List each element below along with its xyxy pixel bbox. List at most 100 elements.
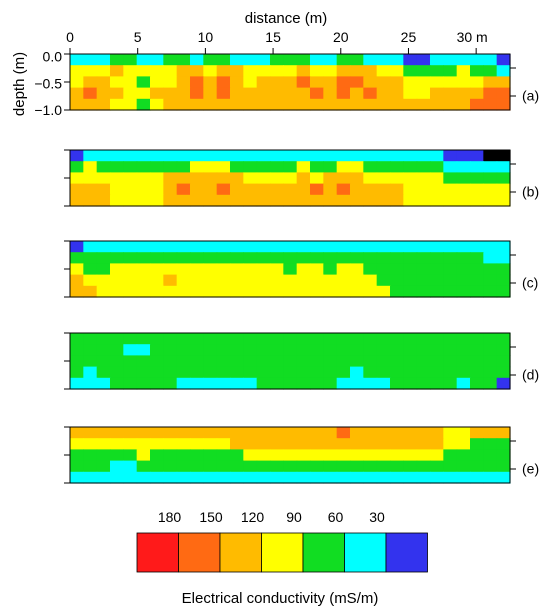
conductivity-cell — [323, 274, 338, 287]
conductivity-cell — [496, 183, 511, 196]
panel-0: (a) — [64, 53, 539, 111]
conductivity-cell — [443, 172, 458, 185]
conductivity-cell — [230, 161, 244, 173]
conductivity-cell — [203, 333, 218, 345]
conductivity-cell — [270, 333, 284, 345]
colorbar-swatch — [136, 532, 179, 573]
conductivity-cell — [390, 355, 404, 368]
conductivity-cell — [190, 183, 204, 196]
conductivity-cell — [96, 355, 111, 368]
conductivity-cell — [496, 333, 511, 345]
conductivity-cell — [470, 449, 484, 462]
conductivity-cell — [176, 460, 191, 473]
conductivity-cell — [270, 344, 284, 356]
conductivity-cell — [496, 344, 511, 356]
conductivity-cell — [350, 150, 364, 162]
conductivity-cell — [283, 161, 298, 173]
conductivity-cell — [150, 285, 164, 298]
conductivity-cell — [230, 460, 244, 473]
conductivity-cell — [70, 438, 84, 450]
conductivity-cell — [483, 274, 498, 287]
conductivity-cell — [230, 274, 244, 287]
conductivity-cell — [336, 87, 351, 100]
conductivity-cell — [403, 438, 418, 450]
conductivity-cell — [203, 241, 218, 253]
conductivity-cell — [323, 427, 338, 439]
conductivity-cell — [123, 98, 138, 111]
conductivity-cell — [390, 285, 404, 298]
conductivity-cell — [83, 471, 98, 484]
conductivity-cell — [190, 344, 204, 356]
conductivity-cell — [163, 274, 178, 287]
conductivity-cell — [430, 65, 444, 77]
conductivity-cell — [296, 76, 311, 89]
conductivity-cell — [350, 274, 364, 287]
conductivity-cell — [216, 449, 231, 462]
conductivity-cell — [256, 87, 271, 100]
conductivity-cell — [203, 263, 218, 276]
conductivity-cell — [310, 344, 324, 356]
conductivity-cell — [350, 377, 364, 390]
conductivity-cell — [350, 427, 364, 439]
conductivity-cell — [310, 65, 324, 77]
conductivity-cell — [190, 263, 204, 276]
conductivity-cell — [443, 183, 458, 196]
conductivity-cell — [496, 194, 511, 207]
conductivity-cell — [336, 65, 351, 77]
conductivity-cell — [310, 449, 324, 462]
conductivity-cell — [350, 333, 364, 345]
conductivity-cell — [203, 460, 218, 473]
conductivity-cell — [70, 161, 84, 173]
conductivity-cell — [70, 150, 84, 162]
conductivity-cell — [390, 194, 404, 207]
conductivity-cell — [123, 355, 138, 368]
conductivity-cell — [376, 161, 391, 173]
colorbar-swatch — [385, 532, 428, 573]
conductivity-cell — [216, 194, 231, 207]
conductivity-cell — [296, 54, 311, 66]
conductivity-cell — [350, 285, 364, 298]
conductivity-cell — [430, 377, 444, 390]
conductivity-cell — [443, 76, 458, 89]
conductivity-cell — [456, 76, 471, 89]
conductivity-cell — [136, 54, 151, 66]
conductivity-cell — [416, 460, 431, 473]
conductivity-cell — [70, 252, 84, 264]
conductivity-cell — [216, 252, 231, 264]
conductivity-cell — [456, 183, 471, 196]
conductivity-cell — [203, 427, 218, 439]
conductivity-cell — [83, 76, 98, 89]
conductivity-cell — [363, 172, 378, 185]
conductivity-cell — [136, 241, 151, 253]
conductivity-cell — [483, 87, 498, 100]
conductivity-cell — [443, 98, 458, 111]
conductivity-cell — [96, 98, 111, 111]
conductivity-cell — [256, 65, 271, 77]
conductivity-cell — [390, 241, 404, 253]
conductivity-cell — [310, 54, 324, 66]
conductivity-cell — [443, 366, 458, 379]
conductivity-cell — [323, 98, 338, 111]
conductivity-cell — [150, 54, 164, 66]
conductivity-cell — [443, 460, 458, 473]
conductivity-cell — [270, 76, 284, 89]
y-tick-label: 0.0 — [43, 49, 63, 65]
conductivity-cell — [110, 194, 124, 207]
conductivity-cell — [256, 161, 271, 173]
conductivity-cell — [443, 161, 458, 173]
conductivity-cell — [136, 460, 151, 473]
conductivity-cell — [323, 161, 338, 173]
conductivity-cell — [483, 98, 498, 111]
conductivity-cell — [483, 427, 498, 439]
conductivity-cell — [430, 98, 444, 111]
conductivity-cell — [150, 194, 164, 207]
conductivity-cell — [403, 377, 418, 390]
conductivity-cell — [363, 194, 378, 207]
conductivity-cell — [270, 252, 284, 264]
conductivity-cell — [150, 377, 164, 390]
conductivity-cell — [350, 161, 364, 173]
conductivity-cell — [390, 183, 404, 196]
conductivity-cell — [190, 252, 204, 264]
conductivity-cell — [310, 263, 324, 276]
conductivity-cell — [456, 87, 471, 100]
